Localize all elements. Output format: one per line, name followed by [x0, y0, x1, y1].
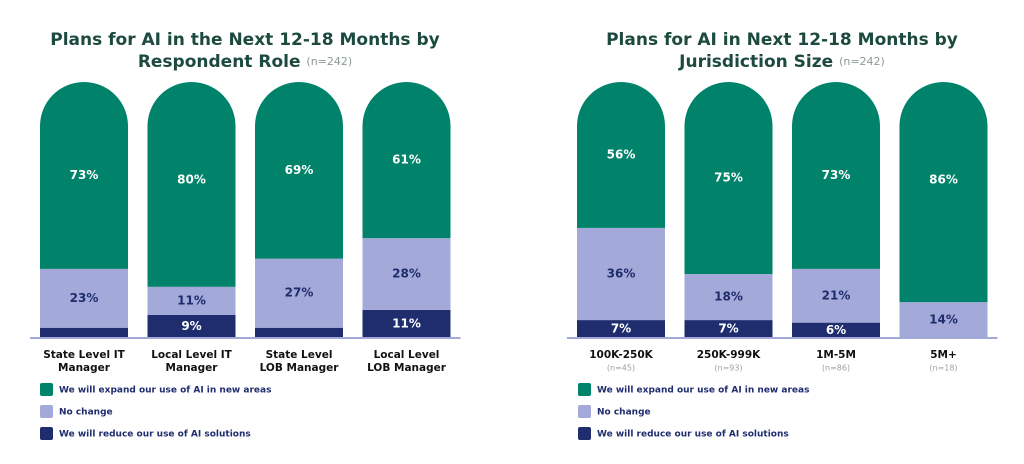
value-label: 23%	[70, 291, 99, 305]
legend-swatch	[40, 427, 53, 440]
bar-segment	[899, 82, 988, 303]
bar-segment	[362, 238, 451, 310]
bar-segment	[40, 268, 128, 328]
x-tick-label: Manager	[58, 362, 111, 374]
x-tick-label: Manager	[166, 362, 219, 374]
bar	[577, 82, 665, 338]
bar-segment	[792, 268, 880, 323]
chart-title-line: Plans for AI in Next 12-18 Months by	[606, 30, 958, 50]
bar-segment	[40, 327, 128, 338]
chart-title: Plans for AI in the Next 12-18 Months by	[50, 30, 439, 50]
legend-label: We will reduce our use of AI solutions	[59, 430, 251, 440]
bar	[40, 82, 128, 338]
chart-title-line: Respondent Role	[138, 52, 301, 72]
value-label: 11%	[177, 293, 206, 307]
value-label: 18%	[714, 290, 743, 304]
bar-segment	[792, 322, 880, 338]
x-tick-label: 5M+	[930, 349, 957, 361]
bar-segment	[147, 82, 236, 287]
bar	[255, 82, 343, 338]
value-label: 11%	[392, 316, 421, 330]
x-tick-note: (n=86)	[822, 364, 850, 373]
legend-label: We will expand our use of AI in new area…	[59, 386, 271, 396]
value-label: 9%	[181, 319, 201, 333]
x-tick-label: Local Level IT	[151, 349, 232, 361]
bar-segment	[684, 320, 773, 338]
value-label: 86%	[929, 173, 958, 187]
value-label: 36%	[607, 267, 636, 281]
legend-label: We will expand our use of AI in new area…	[597, 386, 809, 396]
legend-swatch	[578, 405, 591, 418]
bar-segment	[255, 327, 343, 338]
x-tick-note: (n=93)	[714, 364, 742, 373]
chart-title-line: Jurisdiction Size	[678, 52, 833, 72]
chart-title: Jurisdiction Size (n=242)	[678, 52, 885, 72]
bar-segment	[255, 258, 343, 328]
bar	[899, 82, 988, 338]
x-tick-label: 250K-999K	[697, 349, 761, 361]
bar-segment	[684, 274, 773, 321]
value-label: 73%	[70, 168, 99, 182]
bar	[362, 82, 451, 338]
bar-segment	[362, 82, 451, 239]
chart-title: Respondent Role (n=242)	[138, 52, 352, 72]
x-tick-note: (n=18)	[929, 364, 957, 373]
x-tick-note: (n=45)	[607, 364, 635, 373]
bar-segment	[899, 302, 988, 338]
bar-segment	[577, 320, 665, 338]
x-tick-label: LOB Manager	[260, 362, 340, 374]
value-label: 69%	[285, 163, 314, 177]
bar-segment	[577, 82, 665, 228]
value-label: 80%	[177, 173, 206, 187]
x-tick-label: LOB Manager	[367, 362, 447, 374]
value-label: 14%	[929, 313, 958, 327]
bar-segment	[577, 227, 665, 321]
bar	[792, 82, 880, 338]
legend-swatch	[578, 427, 591, 440]
legend-label: We will reduce our use of AI solutions	[597, 430, 789, 440]
value-label: 6%	[826, 323, 846, 337]
legend-swatch	[40, 405, 53, 418]
chart-title: Plans for AI in Next 12-18 Months by	[606, 30, 958, 50]
chart-title-note: (n=242)	[306, 55, 352, 68]
bar	[147, 82, 236, 338]
value-label: 75%	[714, 171, 743, 185]
x-tick-label: State Level	[266, 349, 333, 361]
bar-segment	[792, 82, 880, 269]
value-label: 7%	[611, 322, 631, 336]
value-label: 28%	[392, 267, 421, 281]
x-tick-label: 1M-5M	[816, 349, 856, 361]
x-tick-label: State Level IT	[43, 349, 125, 361]
legend-label: No change	[597, 408, 651, 418]
legend-swatch	[578, 383, 591, 396]
bar-segment	[147, 314, 236, 338]
value-label: 73%	[822, 168, 851, 182]
bar-segment	[40, 82, 128, 269]
value-label: 61%	[392, 153, 421, 167]
bar	[684, 82, 773, 338]
value-label: 56%	[607, 147, 636, 161]
value-label: 21%	[822, 288, 851, 302]
legend-label: No change	[59, 408, 113, 418]
value-label: 27%	[285, 286, 314, 300]
bar-segment	[362, 309, 451, 338]
bar-segment	[684, 82, 773, 274]
chart-title-note: (n=242)	[839, 55, 885, 68]
chart-title-line: Plans for AI in the Next 12-18 Months by	[50, 30, 439, 50]
x-tick-label: Local Level	[374, 349, 440, 361]
x-tick-label: 100K-250K	[589, 349, 653, 361]
bar-segment	[147, 286, 236, 315]
bar-segment	[255, 82, 343, 259]
value-label: 7%	[718, 322, 738, 336]
legend-swatch	[40, 383, 53, 396]
